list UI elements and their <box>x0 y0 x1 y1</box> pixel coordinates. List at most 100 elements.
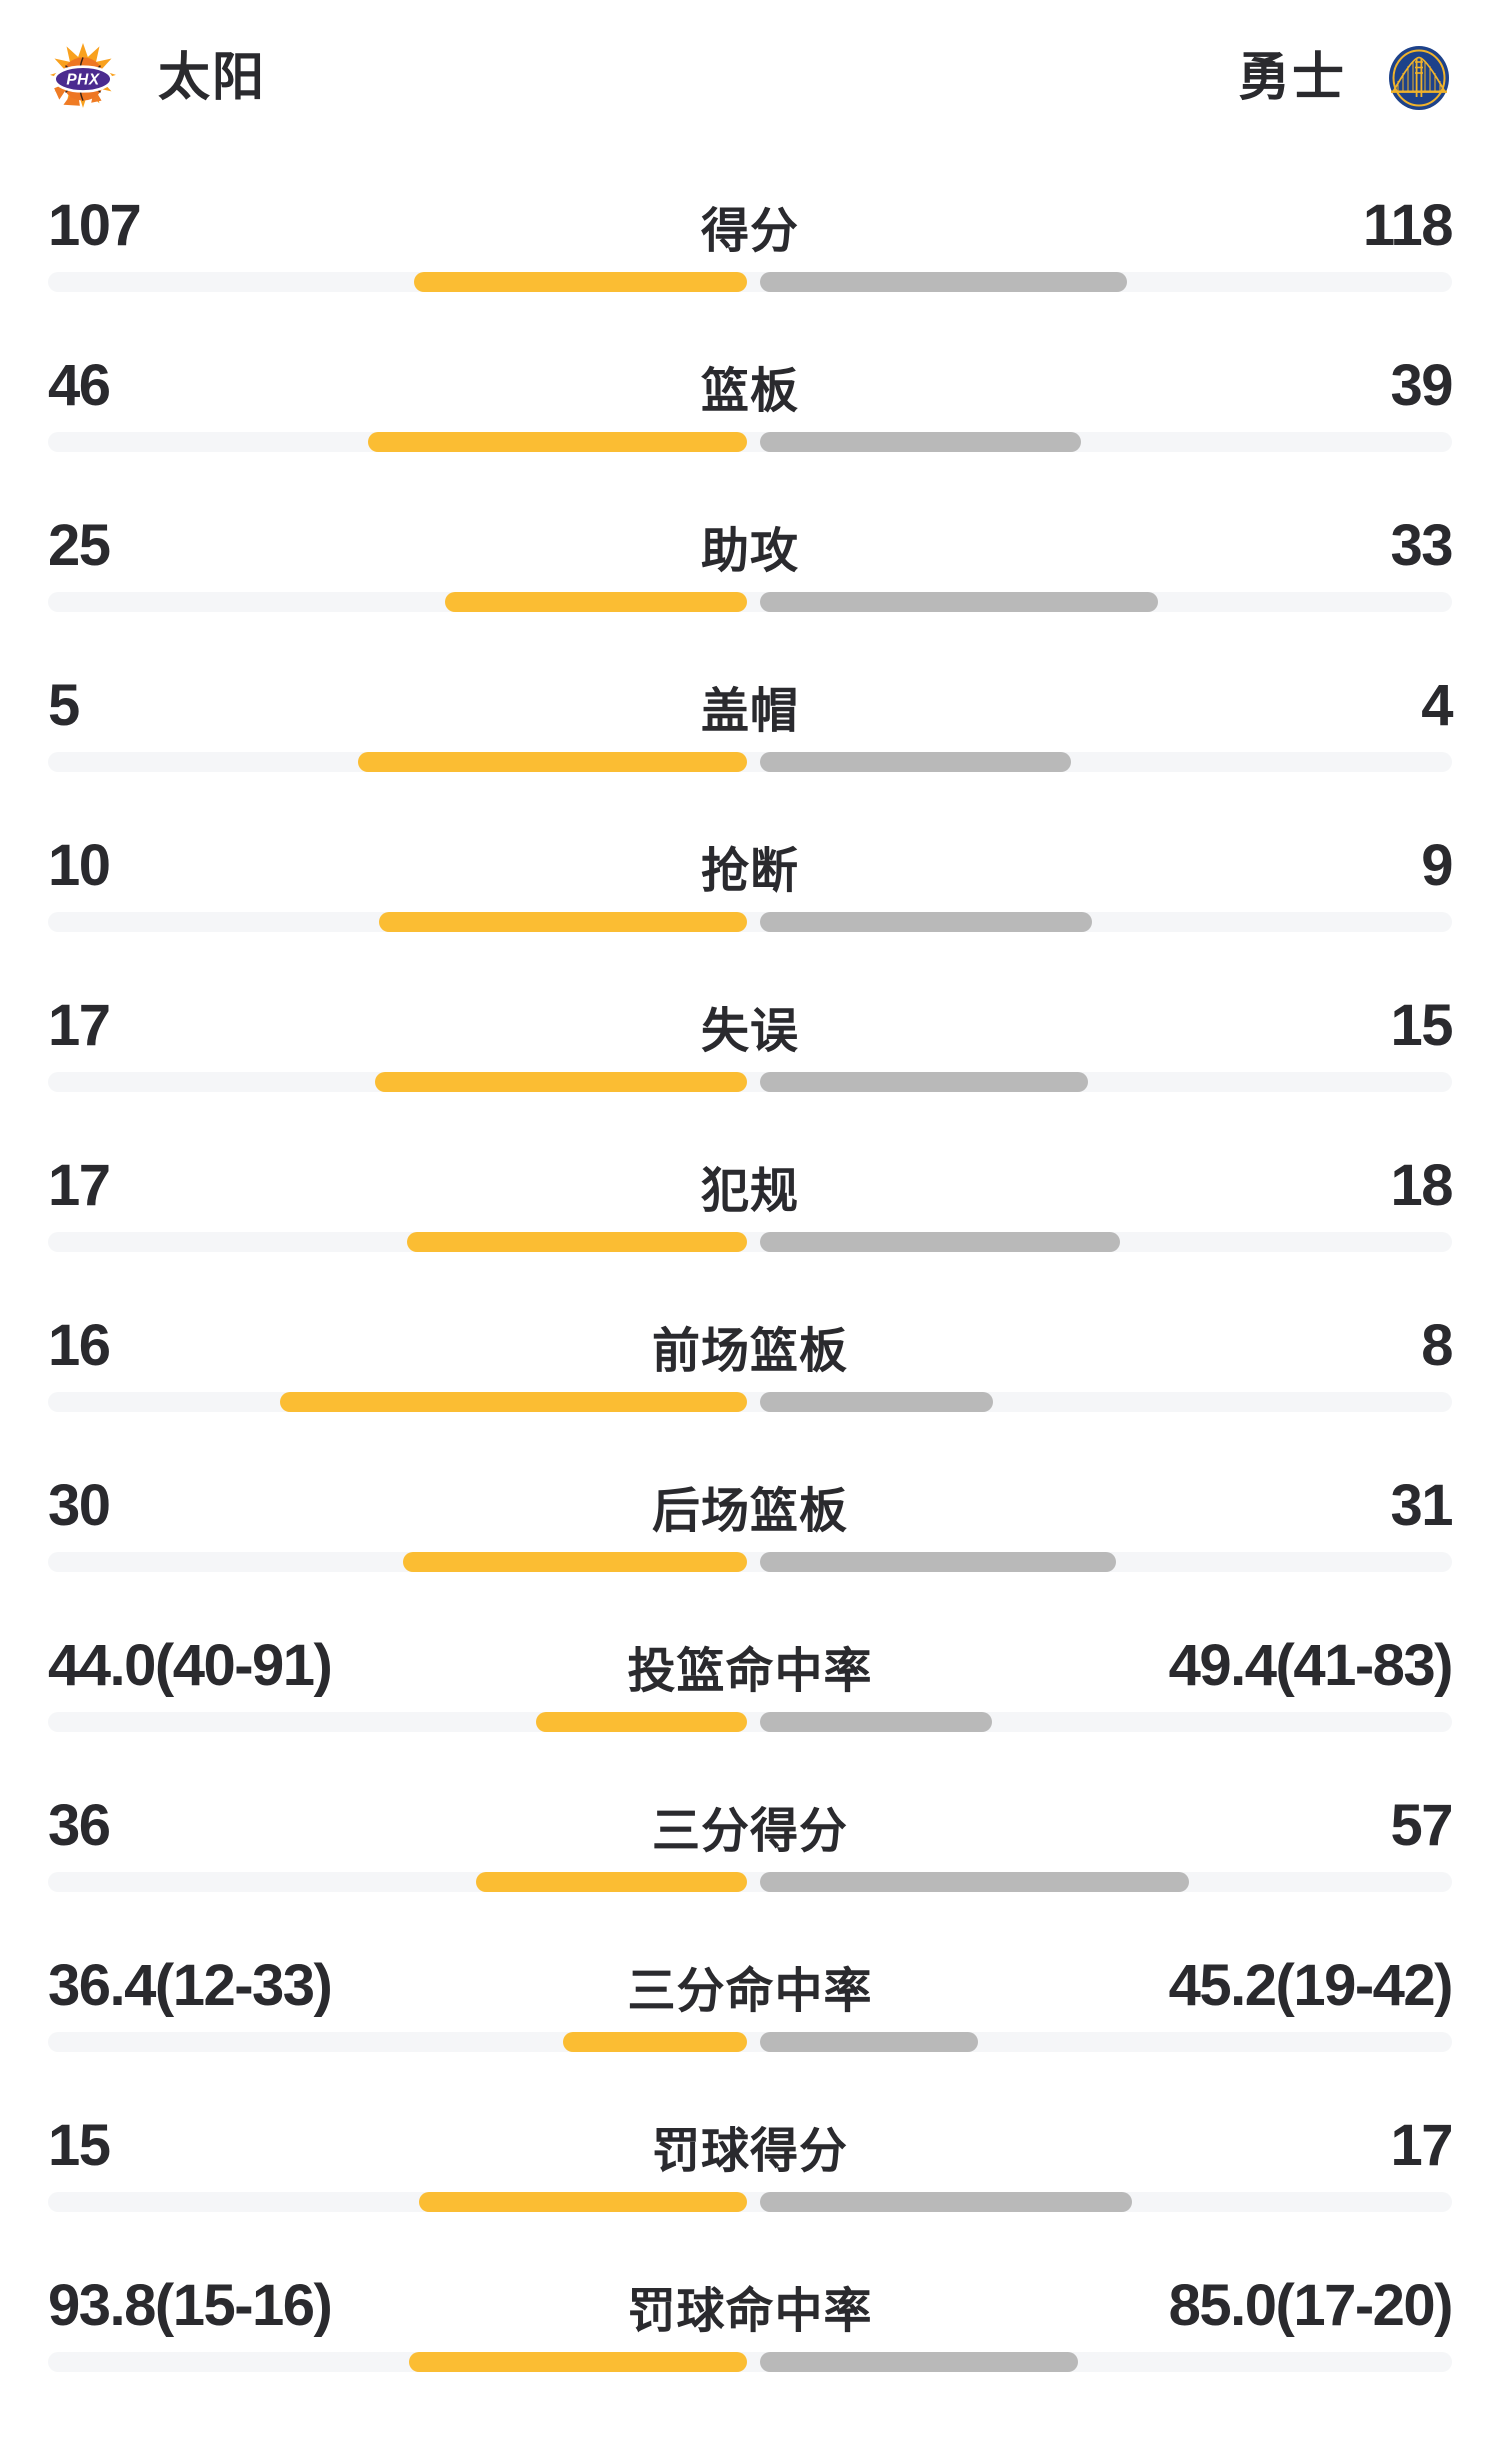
right-team-bar <box>760 2192 1132 2212</box>
left-team-value: 107 <box>48 193 142 258</box>
left-team-value: 15 <box>48 2113 111 2178</box>
stat-label: 失误 <box>700 1005 800 1058</box>
stat-row: 93.8(15-16) 罚球命中率 85.0(17-20) <box>48 2270 1454 2430</box>
team-left[interactable]: PHX 太阳 <box>48 43 266 113</box>
right-team-value: 17 <box>1390 2113 1453 2178</box>
stat-bar-track <box>48 1712 1452 1732</box>
right-team-value: 118 <box>1362 193 1454 258</box>
right-team-bar <box>760 1072 1088 1092</box>
stat-row: 36.4(12-33) 三分命中率 45.2(19-42) <box>48 1950 1454 2110</box>
left-team-bar <box>368 432 747 452</box>
stat-label: 罚球得分 <box>651 2125 849 2178</box>
right-team-bar <box>760 2352 1078 2372</box>
stat-bar-track <box>48 1872 1452 1892</box>
stat-bar-track <box>48 272 1452 292</box>
right-team-bar <box>760 432 1081 452</box>
stat-bar-track <box>48 2192 1452 2212</box>
right-team-bar <box>760 1232 1120 1252</box>
left-team-bar <box>476 1872 747 1892</box>
stat-bar-track <box>48 2352 1452 2372</box>
right-team-value: 45.2(19-42) <box>1168 1953 1454 2018</box>
right-team-value: 85.0(17-20) <box>1168 2273 1454 2338</box>
left-team-value: 5 <box>48 673 80 738</box>
stat-label: 抢断 <box>700 845 800 898</box>
left-team-value: 36.4(12-33) <box>48 1953 333 2018</box>
stat-label: 得分 <box>700 205 800 258</box>
stat-row: 5 盖帽 4 <box>48 670 1453 830</box>
stat-row: 46 篮板 39 <box>48 350 1453 510</box>
stats-list: 107 得分 118 46 篮板 39 25 助攻 <box>0 190 1500 2430</box>
right-team-value: 39 <box>1390 353 1453 418</box>
stat-label: 三分命中率 <box>627 1965 873 2018</box>
stat-bar-track <box>48 592 1452 612</box>
left-team-value: 46 <box>48 353 111 418</box>
stat-label: 助攻 <box>700 525 800 578</box>
suns-logo-icon: PHX <box>48 43 118 113</box>
stat-label: 盖帽 <box>700 685 800 738</box>
stat-row: 17 失误 15 <box>48 990 1453 1150</box>
left-team-bar <box>379 912 747 932</box>
right-team-value: 31 <box>1390 1473 1453 1538</box>
right-team-value: 9 <box>1421 833 1453 898</box>
stat-label: 罚球命中率 <box>627 2285 873 2338</box>
left-team-bar <box>280 1392 747 1412</box>
stat-row: 30 后场篮板 31 <box>48 1470 1453 1630</box>
stat-label: 三分得分 <box>651 1805 849 1858</box>
left-team-value: 17 <box>48 1153 111 1218</box>
right-team-value: 18 <box>1390 1153 1453 1218</box>
stat-row: 25 助攻 33 <box>48 510 1453 670</box>
left-team-bar <box>419 2192 747 2212</box>
left-team-bar <box>536 1712 747 1732</box>
left-team-bar <box>445 592 747 612</box>
stat-bar-track <box>48 2032 1452 2052</box>
left-team-bar <box>403 1552 747 1572</box>
match-stats-panel: PHX 太阳 勇士 <box>0 40 1500 2430</box>
right-team-value: 4 <box>1421 673 1453 738</box>
right-team-value: 8 <box>1421 1313 1453 1378</box>
svg-text:PHX: PHX <box>66 72 100 89</box>
right-team-bar <box>760 1392 993 1412</box>
left-team-bar <box>407 1232 747 1252</box>
left-team-bar <box>563 2032 747 2052</box>
left-team-value: 25 <box>48 513 111 578</box>
stat-row: 10 抢断 9 <box>48 830 1453 990</box>
left-team-bar <box>375 1072 747 1092</box>
left-team-bar <box>414 272 747 292</box>
right-team-value: 33 <box>1390 513 1453 578</box>
stat-bar-track <box>48 1232 1452 1252</box>
stat-label: 前场篮板 <box>651 1325 849 1378</box>
stat-row: 17 犯规 18 <box>48 1150 1453 1310</box>
stat-bar-track <box>48 1552 1452 1572</box>
stat-bar-track <box>48 432 1452 452</box>
stat-row: 15 罚球得分 17 <box>48 2110 1453 2270</box>
left-team-value: 10 <box>48 833 111 898</box>
stat-bar-track <box>48 1072 1452 1092</box>
team-left-name: 太阳 <box>158 49 267 107</box>
right-team-value: 15 <box>1390 993 1453 1058</box>
stat-label: 投篮命中率 <box>627 1645 873 1698</box>
stat-row: 107 得分 118 <box>48 190 1454 350</box>
right-team-bar <box>760 2032 978 2052</box>
right-team-bar <box>760 272 1127 292</box>
stat-bar-track <box>48 752 1452 772</box>
stat-bar-track <box>48 912 1452 932</box>
stat-label: 篮板 <box>700 365 800 418</box>
right-team-bar <box>760 592 1158 612</box>
team-right-name: 勇士 <box>1237 49 1346 107</box>
stat-label: 后场篮板 <box>651 1485 849 1538</box>
right-team-bar <box>760 912 1092 932</box>
left-team-value: 44.0(40-91) <box>48 1633 333 1698</box>
right-team-bar <box>760 1872 1189 1892</box>
right-team-value: 49.4(41-83) <box>1168 1633 1454 1698</box>
left-team-value: 17 <box>48 993 111 1058</box>
stat-label: 犯规 <box>700 1165 800 1218</box>
right-team-bar <box>760 752 1071 772</box>
left-team-bar <box>409 2352 747 2372</box>
left-team-value: 16 <box>48 1313 111 1378</box>
left-team-value: 30 <box>48 1473 111 1538</box>
stat-bar-track <box>48 1392 1452 1412</box>
team-right[interactable]: 勇士 <box>1238 44 1452 112</box>
stat-row: 16 前场篮板 8 <box>48 1310 1453 1470</box>
right-team-bar <box>760 1552 1116 1572</box>
right-team-bar <box>760 1712 992 1732</box>
